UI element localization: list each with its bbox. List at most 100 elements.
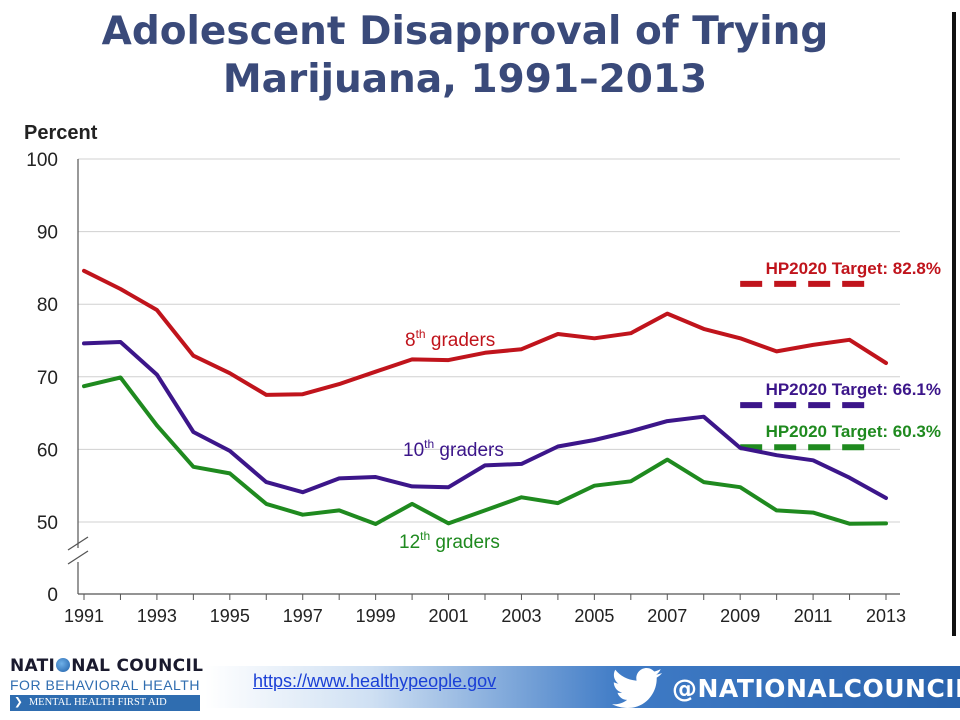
- data-point: [337, 382, 341, 386]
- data-point: [629, 429, 633, 433]
- data-point: [410, 357, 414, 361]
- data-point: [374, 475, 378, 479]
- axis-break-gap: [66, 548, 90, 562]
- chevron-icon: ❯: [14, 697, 23, 708]
- data-point: [556, 332, 560, 336]
- data-point: [738, 446, 742, 450]
- data-point: [82, 269, 86, 273]
- x-tick-label: 1991: [64, 606, 104, 626]
- data-point: [884, 496, 888, 500]
- data-point: [155, 373, 159, 377]
- data-point: [264, 393, 268, 397]
- logo-text-b: NAL COUNCIL: [71, 656, 204, 676]
- series-label-3: 12th graders: [399, 529, 500, 553]
- x-tick-label: 2009: [720, 606, 760, 626]
- data-point: [738, 485, 742, 489]
- data-point: [118, 287, 123, 291]
- data-point: [665, 312, 669, 316]
- data-point: [483, 351, 487, 355]
- data-point: [847, 522, 852, 526]
- data-point: [775, 453, 779, 457]
- twitter-handle: @NATIONALCOUNCIL: [672, 674, 960, 703]
- series-line-2: [82, 340, 888, 500]
- series-label-number: 10: [403, 440, 424, 461]
- data-point: [629, 331, 633, 335]
- data-point: [847, 476, 852, 480]
- data-point: [811, 343, 815, 347]
- data-point: [811, 510, 815, 515]
- data-point: [775, 508, 779, 512]
- data-point: [191, 465, 195, 469]
- y-tick-label: 0: [47, 585, 58, 606]
- data-point: [556, 501, 560, 505]
- title-line-2: Marijuana, 1991–2013: [222, 57, 708, 102]
- data-point: [374, 370, 378, 374]
- series-label-sup: th: [416, 327, 426, 341]
- data-point: [592, 336, 596, 340]
- data-point: [337, 508, 341, 512]
- y-tick-labels: 0 50 60 70 80 90 100: [26, 150, 58, 606]
- data-point: [665, 419, 669, 423]
- data-point: [264, 502, 268, 506]
- logo-tagline: ❯ MENTAL HEALTH FIRST AID: [10, 695, 200, 711]
- y-axis-break: [66, 536, 90, 565]
- data-point: [519, 347, 524, 351]
- right-edge-rule: [952, 12, 956, 636]
- logo-text-a: NATI: [10, 656, 56, 676]
- axis-break-slash: [67, 536, 89, 551]
- data-point: [191, 430, 195, 434]
- data-point: [629, 479, 633, 483]
- data-point: [301, 513, 305, 517]
- data-point: [82, 341, 86, 346]
- national-council-logo: NATI NAL COUNCIL FOR BEHAVIORAL HEALTH ❯ M…: [10, 656, 210, 716]
- x-tick-label: 1995: [210, 606, 250, 626]
- y-tick-label: 100: [26, 150, 58, 171]
- data-point: [410, 502, 414, 506]
- data-point: [337, 476, 341, 481]
- data-point: [155, 423, 159, 428]
- series-label-2: 10th graders: [403, 437, 504, 461]
- data-point: [592, 438, 596, 442]
- data-point: [847, 338, 852, 342]
- data-point: [155, 308, 159, 312]
- data-point: [118, 375, 123, 380]
- data-point: [519, 495, 524, 499]
- logo-wordmark: NATI NAL COUNCIL: [10, 656, 203, 676]
- data-point: [446, 521, 451, 526]
- healthypeople-link[interactable]: https://www.healthypeople.gov: [253, 671, 497, 691]
- y-tick-label: 80: [37, 295, 58, 316]
- data-point: [702, 415, 706, 419]
- data-point: [264, 480, 268, 484]
- series-label-rest: graders: [434, 440, 504, 461]
- y-tick-label: 50: [37, 513, 58, 534]
- data-point: [118, 340, 123, 344]
- x-tick-label: 2005: [574, 606, 614, 626]
- data-point: [228, 449, 232, 453]
- data-point: [410, 484, 414, 489]
- data-point: [884, 521, 888, 526]
- footer: NATI NAL COUNCIL FOR BEHAVIORAL HEALTH ❯ M…: [0, 648, 960, 720]
- data-point: [556, 444, 560, 449]
- data-point: [228, 371, 232, 375]
- y-tick-label: 90: [37, 223, 58, 244]
- logo-tagline-text: MENTAL HEALTH FIRST AID: [28, 697, 167, 708]
- data-point: [483, 463, 487, 467]
- series-label-rest: graders: [426, 330, 496, 351]
- data-point: [191, 354, 195, 358]
- x-tick-label: 2001: [429, 606, 469, 626]
- data-point: [884, 361, 888, 365]
- target-label: HP2020 Target: 60.3%: [766, 422, 941, 441]
- footer-banner: [205, 666, 960, 708]
- series-label-rest: graders: [430, 532, 500, 553]
- data-point: [446, 485, 451, 489]
- data-point: [483, 508, 487, 512]
- series-label-sup: th: [420, 529, 430, 543]
- gridlines: [78, 158, 900, 523]
- series-lines: [82, 268, 888, 526]
- title-line-1: Adolescent Disapproval of Trying: [101, 9, 829, 54]
- data-point: [446, 358, 451, 362]
- x-tick-label: 1997: [283, 606, 323, 626]
- x-tick-label: 1993: [137, 606, 177, 626]
